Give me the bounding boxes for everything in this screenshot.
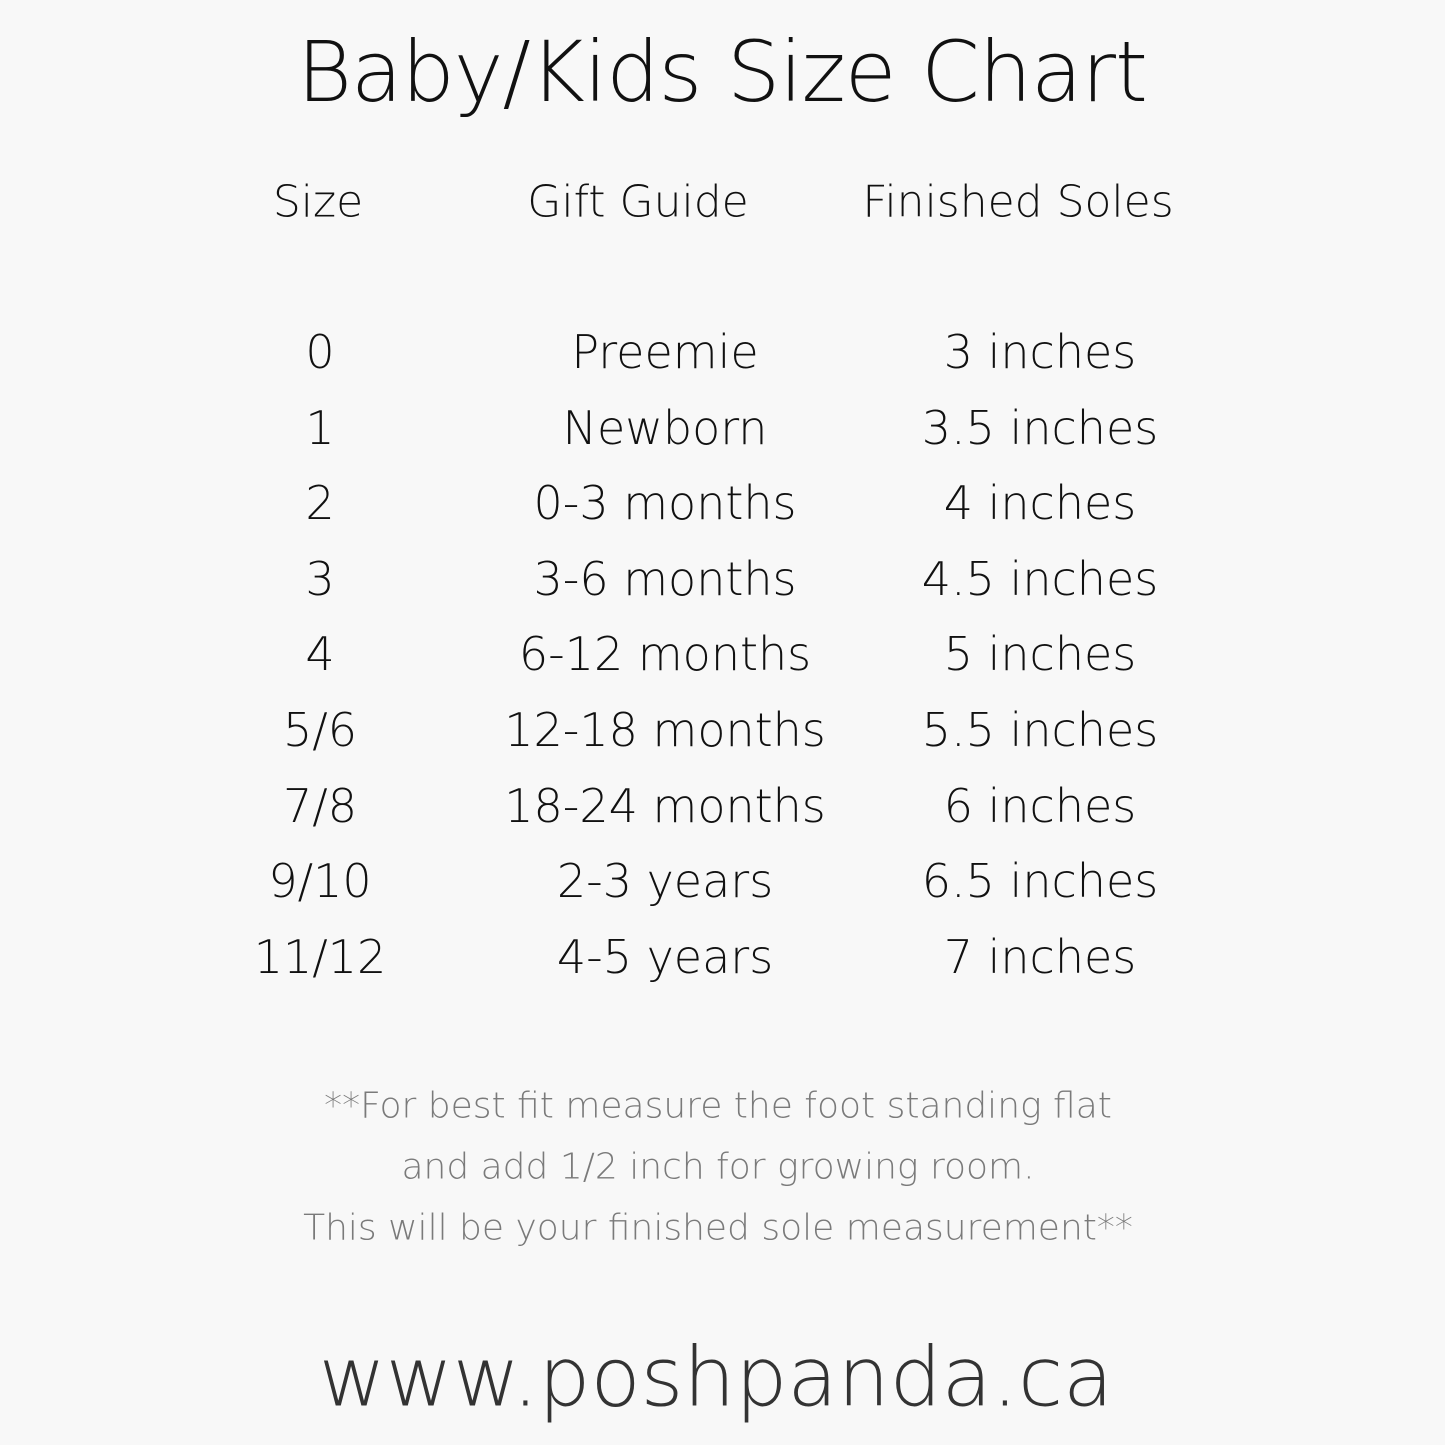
table-cell: 4-5 years <box>556 929 774 984</box>
table-cell: 3.5 inches <box>921 400 1159 455</box>
table-cell: 3-6 months <box>533 551 797 606</box>
table-cell: 5.5 inches <box>921 703 1159 757</box>
column-header: Gift Guide <box>527 176 749 228</box>
table-cell: 1 <box>305 400 335 455</box>
table-cell: 4 inches <box>943 476 1137 531</box>
table-cell: 2-3 years <box>556 854 774 909</box>
table-cell: 0-3 months <box>533 476 797 531</box>
table-cell: 2 <box>305 476 335 531</box>
table-cell: 3 <box>305 551 335 606</box>
table-cell: 0 <box>305 325 335 379</box>
column-header: Finished Soles <box>862 176 1174 228</box>
table-cell: 9/10 <box>268 854 372 909</box>
table-cell: 11/12 <box>253 929 387 984</box>
table-cell: 7 inches <box>943 929 1137 984</box>
table-cell: 3 inches <box>943 325 1137 379</box>
table-cell: 6-12 months <box>518 627 812 682</box>
note-line: and add 1/2 inch for growing room. <box>401 1146 1035 1188</box>
table-cell: Preemie <box>571 325 759 379</box>
website-url: www.poshpanda.ca <box>318 1330 1114 1426</box>
table-cell: 6 inches <box>943 778 1137 833</box>
table-cell: 18-24 months <box>504 778 826 833</box>
note-line: **For best fit measure the foot standing… <box>324 1085 1112 1127</box>
note-line: This will be your finished sole measurem… <box>303 1207 1133 1249</box>
table-cell: 4.5 inches <box>921 551 1159 606</box>
column-header: Size <box>272 176 364 228</box>
page-title: Baby/Kids Size Chart <box>297 23 1148 121</box>
table-cell: 4 <box>305 627 335 682</box>
table-cell: 5 inches <box>943 627 1137 682</box>
table-cell: 7/8 <box>282 778 358 833</box>
table-cell: 12-18 months <box>504 703 826 757</box>
table-cell: Newborn <box>562 400 768 455</box>
table-cell: 6.5 inches <box>921 854 1159 909</box>
table-cell: 5/6 <box>282 703 358 757</box>
